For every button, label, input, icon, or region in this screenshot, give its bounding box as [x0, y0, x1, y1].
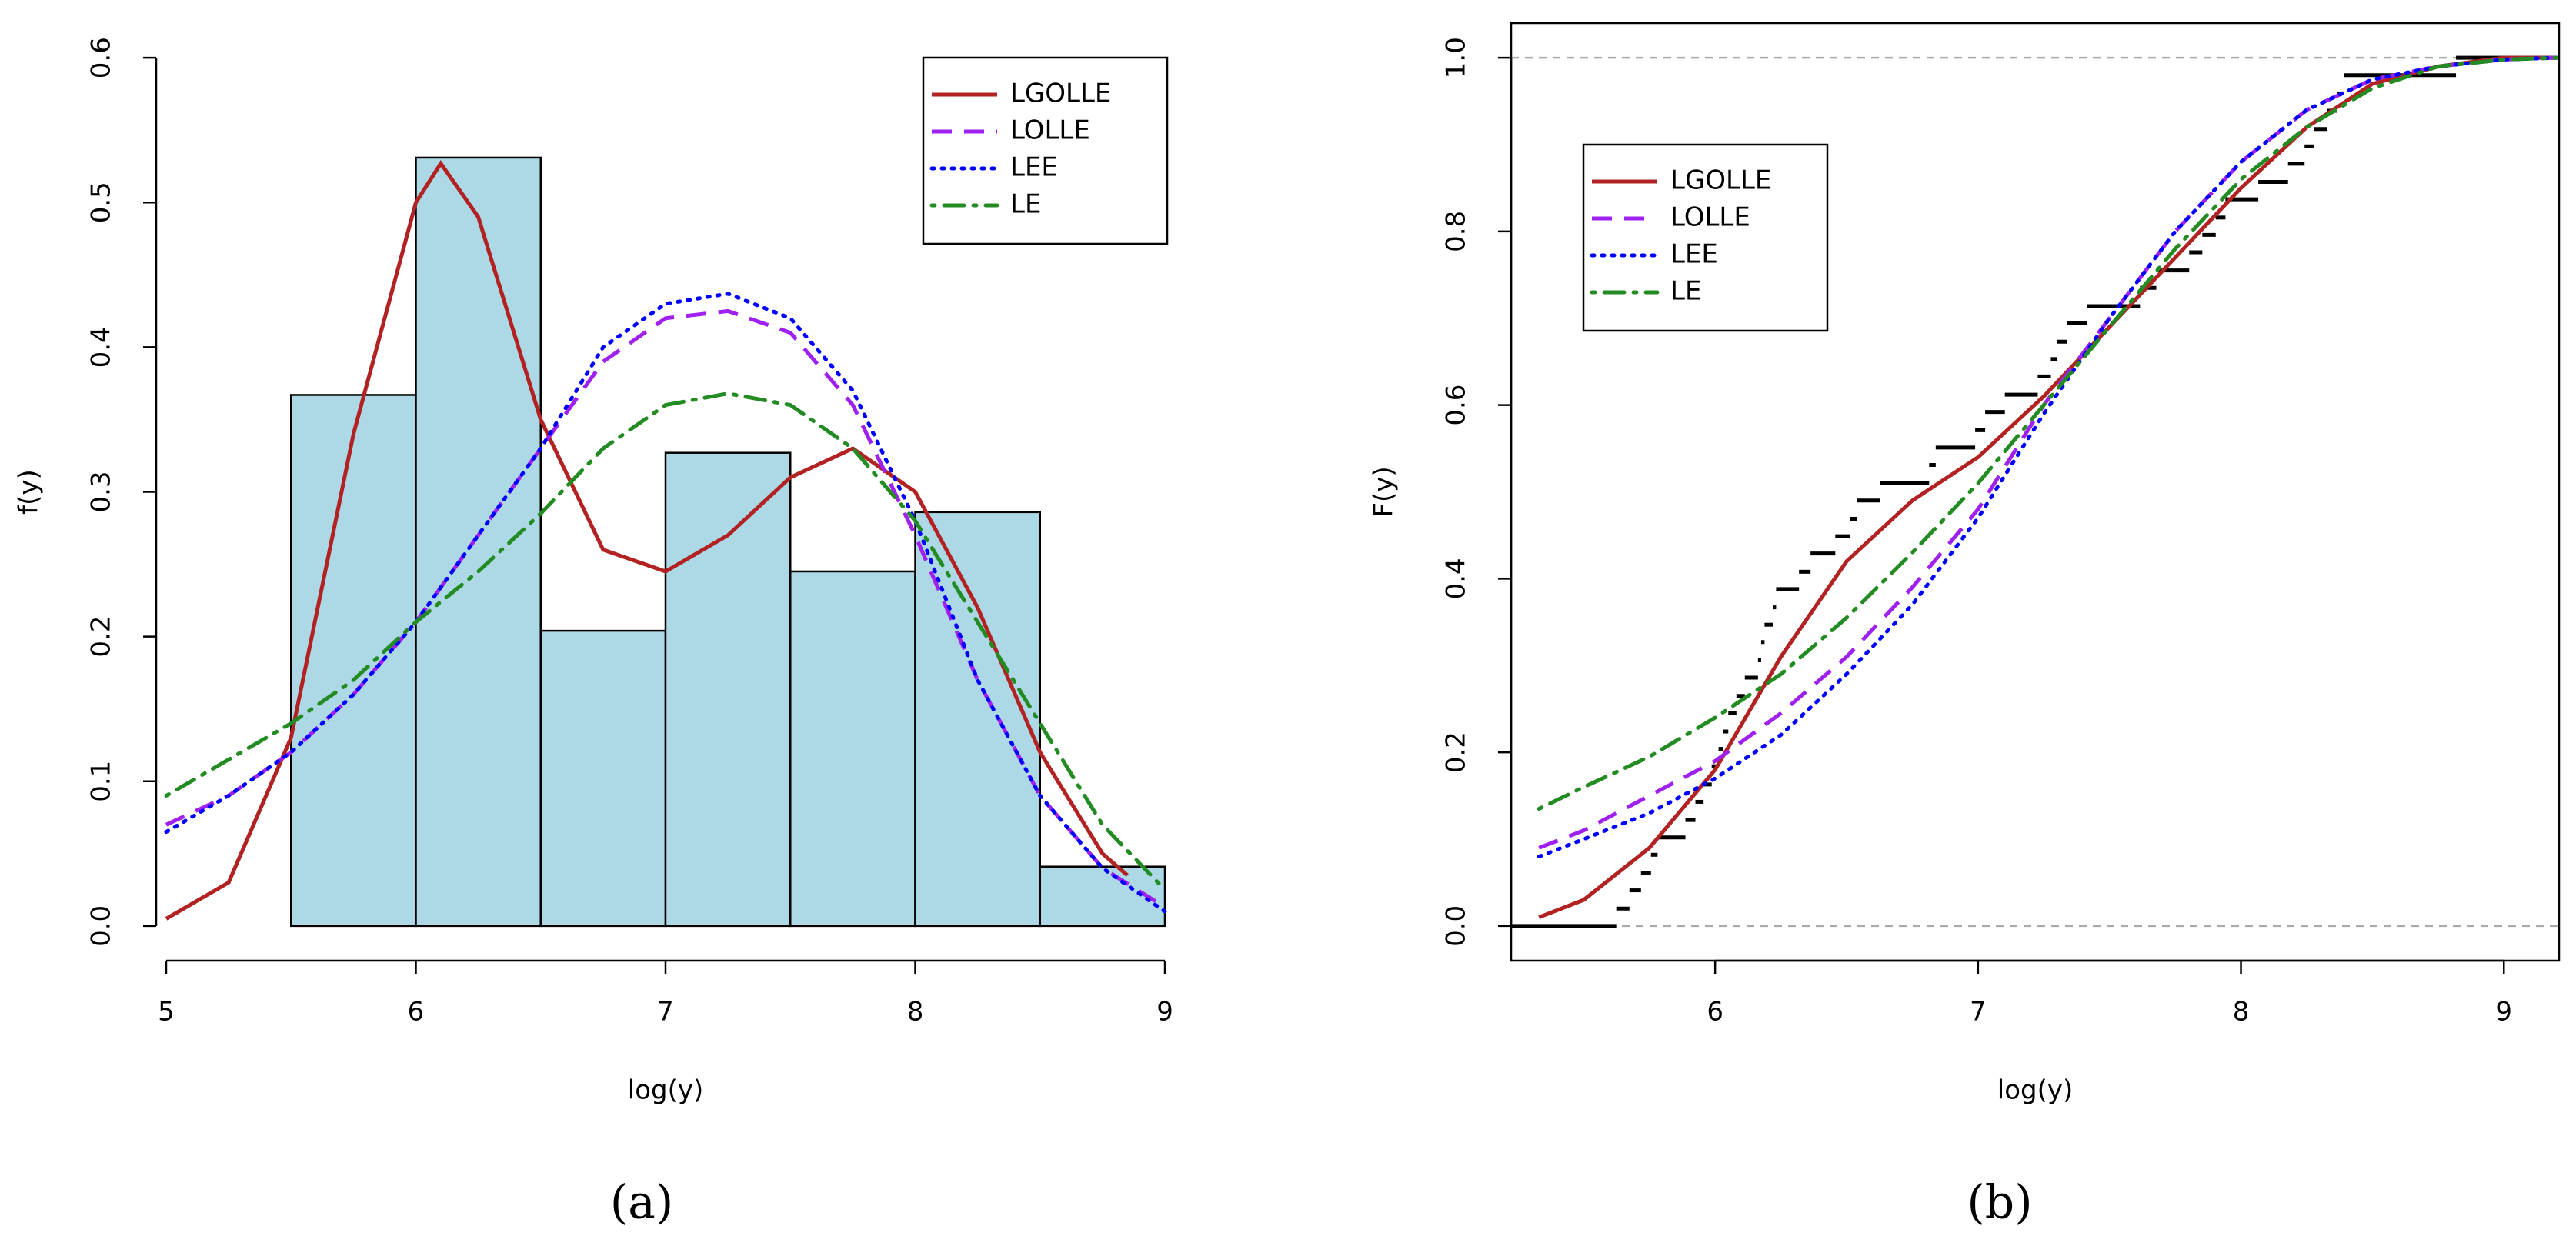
x-tick-label: 7 [657, 997, 674, 1028]
legend-label: LE [1010, 189, 1041, 220]
curve [1537, 55, 2559, 859]
x-tick-label: 6 [1707, 997, 1723, 1028]
histogram-bar [664, 451, 792, 928]
x-tick-label: 7 [1970, 997, 1987, 1028]
x-tick-label: 9 [1156, 997, 1173, 1028]
x-tick-label: 9 [2495, 997, 2512, 1028]
curve [1538, 55, 2557, 919]
y-axis-title: F(y) [1369, 466, 1400, 517]
y-tick-label: 0.0 [86, 905, 117, 947]
legend-label: LEE [1670, 239, 1718, 270]
y-tick-label: 0.3 [86, 471, 117, 512]
legend-label: LEE [1010, 152, 1058, 183]
y-tick-label: 0.2 [1441, 731, 1472, 773]
x-tick-label: 8 [2233, 997, 2250, 1028]
curve [164, 292, 1167, 914]
y-tick-label: 0.2 [86, 616, 117, 658]
caption: (b) [1967, 1176, 2032, 1230]
legend-box [1582, 143, 1829, 332]
curve [1537, 55, 2559, 811]
panel: 6 7 8 9 0.0 0.2 0.4 0.6 0.8 1.0 log(y) F(y) (b) LGOLL… [1369, 22, 2561, 1230]
x-tick-label: 5 [158, 997, 175, 1028]
legend-label: LOLLE [1010, 115, 1090, 146]
x-tick-label: 8 [907, 997, 924, 1028]
y-tick-label: 1.0 [1441, 37, 1472, 78]
legend-label: LGOLLE [1010, 78, 1111, 109]
x-axis-title: log(y) [628, 1075, 703, 1106]
curve [165, 160, 1129, 921]
legend-label: LGOLLE [1670, 165, 1771, 196]
y-tick-label: 0.6 [1441, 385, 1472, 426]
histogram-bar [289, 394, 417, 928]
legend-label: LE [1670, 276, 1701, 307]
histogram-bar [415, 156, 542, 928]
y-tick-label: 0.4 [86, 326, 117, 368]
y-tick-label: 0.6 [86, 37, 117, 78]
y-tick-label: 0.4 [1441, 558, 1472, 599]
y-tick-label: 0.1 [86, 761, 117, 802]
histogram-bar [539, 629, 667, 928]
legend: LGOLLE LOLLE LEE LE [922, 56, 1169, 245]
y-axis-title: f(y) [14, 469, 45, 515]
y-tick-label: 0.8 [1441, 211, 1472, 252]
panel: 5 6 7 8 9 0.0 0.1 0.2 0.3 0.4 0.5 0.6 log(y) f(y) (a) L… [14, 37, 1173, 1229]
curve [164, 391, 1167, 892]
x-axis-title: log(y) [1997, 1075, 2073, 1106]
y-tick-label: 0.5 [86, 182, 117, 223]
legend-label: LOLLE [1670, 202, 1750, 233]
legend: LGOLLE LOLLE LEE LE [1582, 143, 1829, 332]
caption: (a) [610, 1176, 674, 1230]
histogram-bar [789, 570, 916, 928]
y-tick-label: 0.0 [1441, 905, 1472, 947]
legend-box [922, 56, 1169, 245]
x-tick-label: 6 [408, 997, 425, 1028]
